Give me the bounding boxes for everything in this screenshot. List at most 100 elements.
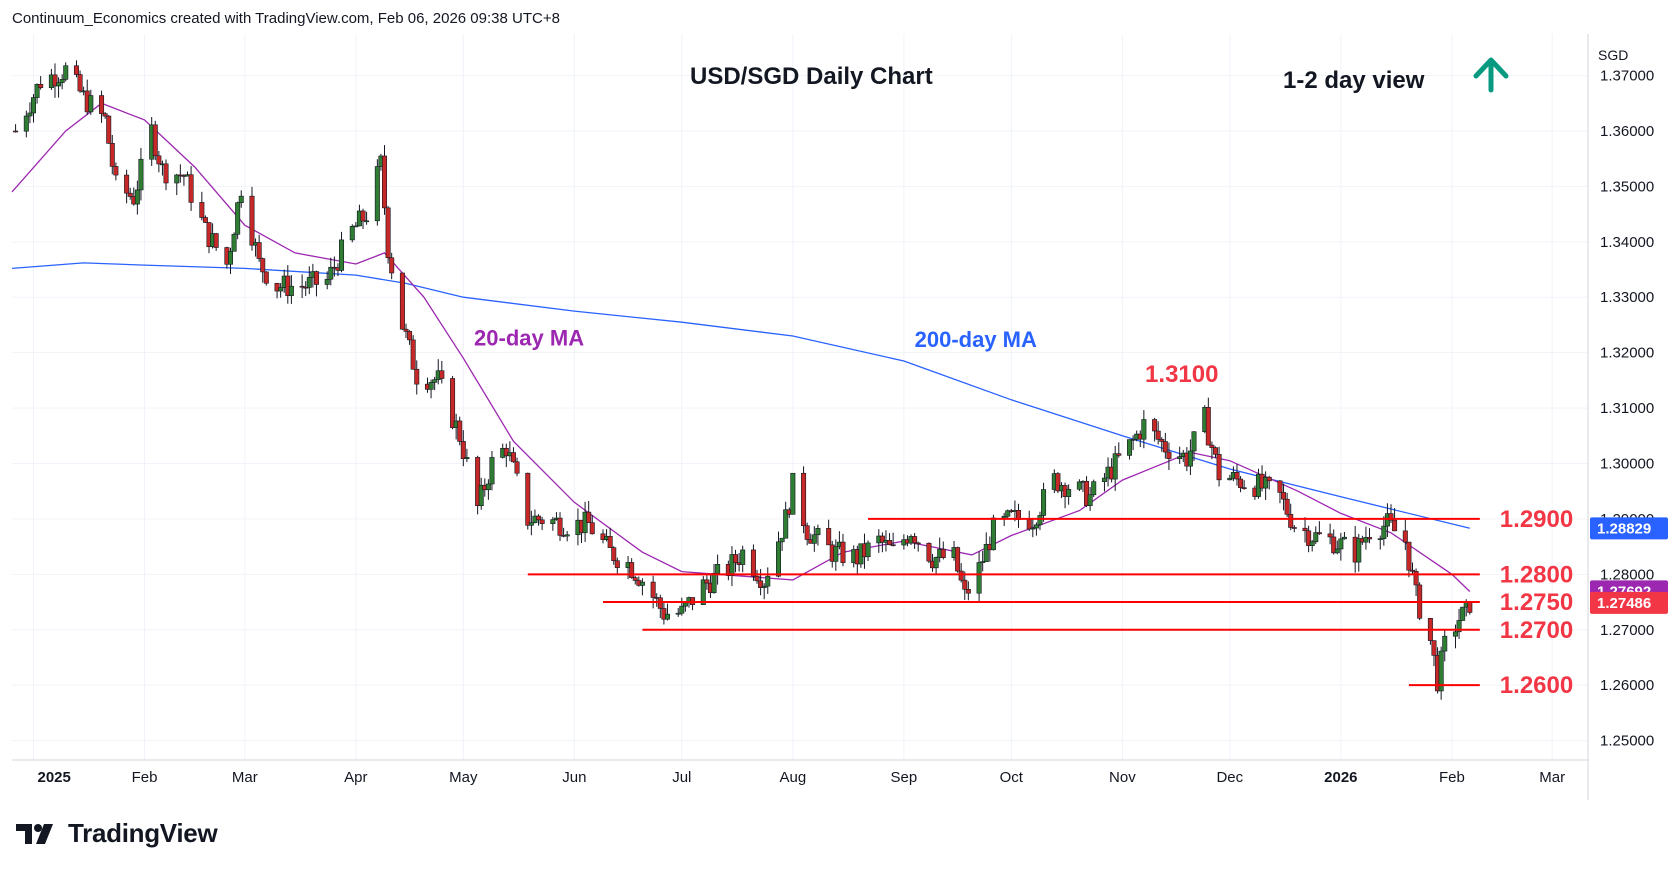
candle: [1159, 437, 1165, 452]
candle: [1334, 540, 1340, 555]
candle-body-up: [324, 278, 330, 285]
candle: [1177, 446, 1183, 464]
candle: [199, 191, 205, 221]
candle-body-down: [450, 378, 456, 428]
candle: [1209, 441, 1215, 460]
candle: [385, 205, 391, 264]
candle-body-down: [202, 217, 208, 223]
candle-body-up: [1076, 481, 1082, 490]
candle: [1263, 471, 1269, 501]
candle: [1438, 646, 1444, 700]
candle: [1356, 533, 1362, 572]
candle-body-up: [711, 572, 717, 594]
candle: [779, 537, 785, 551]
candle: [833, 539, 839, 571]
candle: [382, 145, 388, 215]
candle: [457, 416, 463, 446]
candle-body-down: [399, 272, 405, 330]
tradingview-brand: TradingView: [68, 818, 218, 848]
x-tick-label: Nov: [1109, 769, 1136, 786]
candle: [528, 510, 534, 536]
candle: [1431, 640, 1437, 667]
candle: [439, 360, 445, 384]
candle-body-down: [1155, 430, 1161, 440]
candle: [1406, 541, 1412, 578]
price-badge: 1.28829: [1590, 517, 1668, 540]
candle-body-down: [285, 275, 291, 296]
candle: [815, 524, 821, 546]
chart-annotations: 1.3100 20-day MA 200-day MA: [474, 325, 1218, 387]
candle-body-down: [586, 511, 592, 524]
candle: [1313, 526, 1319, 545]
candle: [514, 457, 520, 477]
x-tick-label: Apr: [344, 769, 367, 786]
candle: [450, 375, 456, 430]
candle: [801, 466, 807, 534]
candle: [754, 569, 760, 584]
candle: [550, 516, 556, 531]
y-axis[interactable]: 1.250001.260001.270001.280001.290001.300…: [1600, 68, 1654, 750]
candle-body-down: [188, 174, 194, 203]
candle: [478, 477, 484, 510]
candle-body-up: [374, 166, 380, 222]
candle-body-up: [1141, 419, 1147, 440]
candle-body-up: [761, 585, 767, 588]
candle-body-down: [124, 174, 130, 194]
candle-body-down: [1467, 601, 1473, 613]
candle: [364, 211, 370, 225]
candle-body-up: [328, 266, 334, 280]
candle-body-down: [1431, 640, 1437, 656]
candle: [460, 430, 466, 467]
candle-body-down: [109, 143, 115, 167]
candle-body-up: [1191, 431, 1197, 452]
x-axis[interactable]: 2025 Feb Mar Apr May Jun Jul Aug Sep Oct Nov Dec 202…: [37, 769, 1565, 786]
candle-body-up: [1338, 538, 1344, 550]
tradingview-logo-icon: [16, 823, 53, 844]
candle-body-up: [489, 457, 495, 485]
candle-body-down: [887, 540, 893, 546]
candle-body-down: [539, 519, 545, 524]
candle-body-up: [1460, 606, 1466, 621]
candle-body-up: [88, 95, 94, 113]
candle: [328, 257, 334, 286]
plot-area[interactable]: [12, 34, 1588, 797]
candle-body-down: [263, 271, 269, 284]
candle-body-down: [156, 155, 162, 165]
up-arrow-icon: [1473, 57, 1509, 93]
candle: [235, 201, 241, 240]
candle: [733, 549, 739, 573]
candle-body-down: [614, 560, 620, 568]
candle: [1187, 439, 1193, 476]
candle: [52, 63, 58, 98]
candle-body-up: [783, 509, 789, 539]
candle: [1381, 516, 1387, 546]
candle-body-down: [503, 447, 509, 457]
candle: [704, 574, 710, 590]
candle-body-up: [790, 472, 796, 515]
y-tick-label: 1.33000: [1600, 289, 1654, 306]
candle-body-up: [1177, 456, 1183, 460]
candle: [475, 455, 481, 515]
candle: [1316, 521, 1322, 535]
candle-body-up: [174, 174, 180, 184]
x-tick-label: Oct: [1000, 769, 1024, 786]
candle-body-down: [127, 192, 133, 197]
candle: [1212, 446, 1218, 459]
candle: [374, 159, 380, 226]
candle: [1076, 479, 1082, 492]
candle-body-up: [432, 379, 438, 383]
candle: [77, 70, 83, 93]
ma-200-layer: [11, 262, 1470, 529]
candle: [1467, 601, 1473, 615]
price-badge-bg: [1590, 517, 1668, 540]
candle: [1452, 624, 1458, 649]
candle: [99, 90, 105, 123]
candle: [213, 232, 219, 251]
candle: [912, 533, 918, 549]
candle: [1442, 629, 1448, 662]
candle: [1055, 472, 1061, 494]
candle-body-down: [536, 515, 542, 521]
ma-20-line: [11, 102, 1471, 592]
candle-body-down: [912, 536, 918, 544]
